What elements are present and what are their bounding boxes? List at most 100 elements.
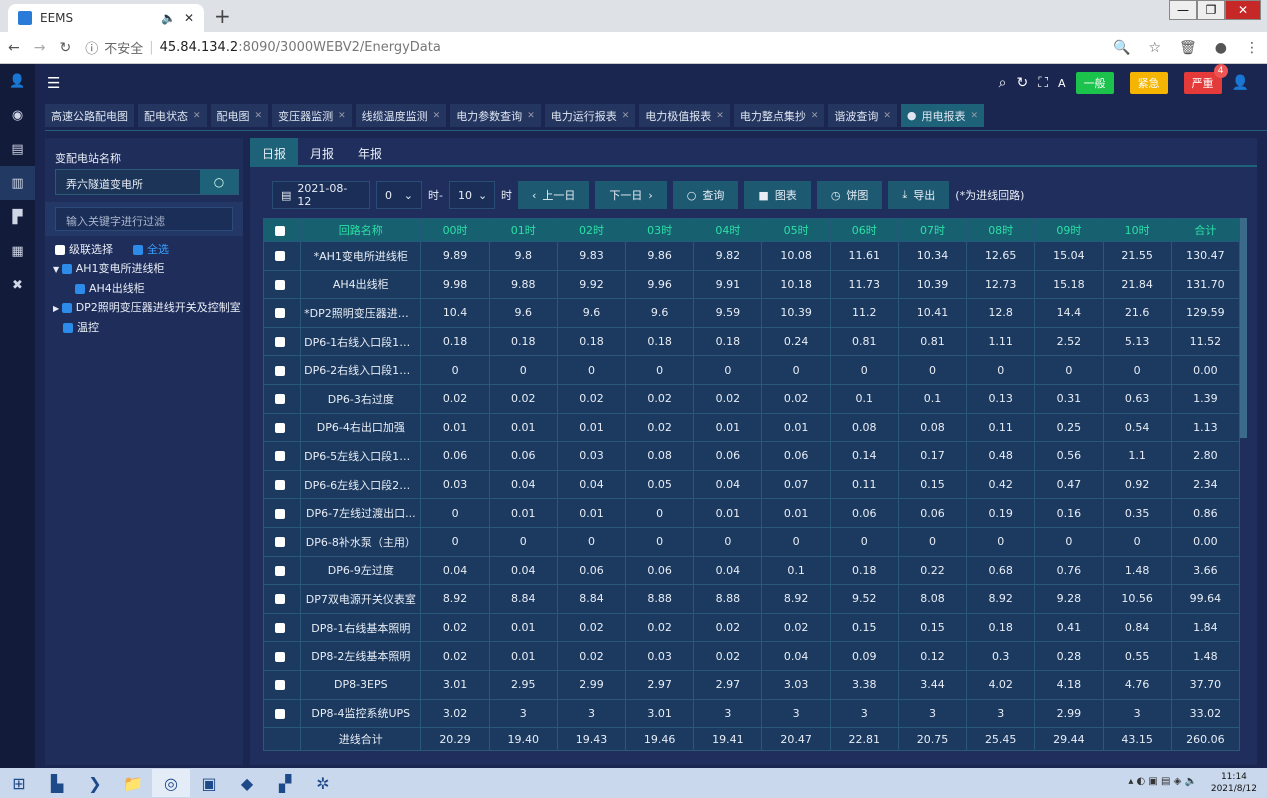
font-size-icon[interactable]: A (1058, 76, 1066, 90)
alarm-severe-button[interactable]: 严重 4 (1183, 64, 1228, 94)
row-checkbox[interactable] (262, 498, 302, 528)
table-row[interactable]: DP6-6左线入口段2加... 0.03 0.04 0.04 0.05 0.04 0.07 0… (262, 469, 1241, 500)
table-row[interactable]: DP6-2右线入口段1加... 0 0 0 0 0 0 0 0 0 0 0 0.00 (262, 355, 1241, 385)
row-checkbox[interactable] (262, 612, 302, 643)
page-tab[interactable]: 电力极值报表 ✕ (639, 104, 730, 127)
more-icon[interactable]: ⋮ (1245, 39, 1259, 56)
table-row[interactable]: DP6-3右过度 0.02 0.02 0.02 0.02 0.02 0.02 0.1 0.1 0.… (262, 383, 1241, 414)
close-tab-icon[interactable]: ✕ (716, 110, 724, 121)
fullscreen-icon[interactable]: ⛶ (1038, 75, 1049, 91)
row-checkbox[interactable] (262, 241, 302, 271)
chrome-icon[interactable]: ◎ (152, 769, 190, 797)
row-checkbox[interactable] (262, 355, 302, 385)
alarm-normal-button[interactable]: 一般 (1075, 72, 1114, 94)
globe-icon[interactable]: ◉ (11, 107, 24, 123)
table-row[interactable]: AH4出线柜 9.98 9.88 9.92 9.96 9.91 10.18 11.73 10.3… (262, 269, 1241, 300)
query-button[interactable]: ○ 查询 (672, 181, 739, 209)
table-row[interactable]: DP6-9左过度 0.04 0.04 0.06 0.06 0.04 0.1 0.18 0.22 0… (262, 555, 1241, 586)
row-checkbox[interactable] (262, 641, 302, 671)
page-tab[interactable]: 电力参数查询 ✕ (450, 104, 541, 127)
station-select[interactable]: 弄六隧道变电所 ○ (55, 169, 239, 195)
hour-from-select[interactable]: 0 ⌄ (376, 181, 422, 209)
page-tab[interactable]: 线缆温度监测 ✕ (355, 104, 447, 127)
page-tab[interactable]: 高速公路配电图 (45, 104, 134, 127)
select-all-rows-checkbox[interactable] (262, 218, 302, 242)
row-checkbox[interactable] (262, 269, 302, 300)
row-checkbox[interactable] (262, 441, 302, 471)
close-tab-icon[interactable]: ✕ (810, 110, 819, 121)
row-checkbox[interactable] (262, 584, 302, 614)
page-tab[interactable]: 电力整点集抄 ✕ (733, 104, 825, 127)
close-window-button[interactable]: ✕ (1225, 0, 1261, 20)
table-row[interactable]: DP8-4监控系统UPS 3.02 3 3 3.01 3 3 3 3 3 2.99 3 33.02 (262, 698, 1241, 729)
tree-node[interactable]: ▼ AH1变电所进线柜 (53, 262, 165, 275)
alarm-urgent-button[interactable]: 紧急 (1129, 72, 1168, 94)
filter-input[interactable]: 输入关键字进行过滤 (55, 207, 233, 231)
table-row[interactable]: DP6-5左线入口段1加... 0.06 0.06 0.03 0.08 0.06 0.06 0… (262, 441, 1241, 471)
table-row[interactable]: DP6-1右线入口段1加... 0.18 0.18 0.18 0.18 0.18 0.24 0… (262, 326, 1241, 357)
reload-icon[interactable]: ↻ (59, 39, 72, 56)
server-manager-icon[interactable]: ▙ (50, 773, 64, 793)
page-tab[interactable]: 配电图 ✕ (210, 104, 269, 127)
row-checkbox[interactable] (262, 412, 302, 443)
tray-icons[interactable]: ▴ ◐ ▣ ▤ ◈ 🔈 (1128, 776, 1197, 787)
trash-icon[interactable]: 🗑 (1179, 39, 1197, 56)
tree-node[interactable]: 温控 (63, 318, 241, 337)
vs-icon[interactable]: ◆ (240, 773, 254, 793)
profile-icon[interactable]: ● (1214, 39, 1227, 56)
chart-icon[interactable]: ▥ (0, 166, 35, 200)
page-tab[interactable]: 变压器监测 ✕ (272, 104, 352, 127)
page-tab[interactable]: ● 用电报表 ✕ (900, 104, 985, 127)
explorer-icon[interactable]: 📁 (123, 773, 143, 793)
star-icon[interactable]: ☆ (1148, 39, 1161, 56)
close-tab-icon[interactable]: ✕ (432, 110, 441, 121)
table-row[interactable]: DP8-1右线基本照明 0.02 0.01 0.02 0.02 0.02 0.02 0.15 0… (262, 612, 1241, 643)
page-tab[interactable]: 谐波查询 ✕ (828, 104, 897, 127)
hour-to-select[interactable]: 10 ⌄ (448, 181, 495, 209)
tools-icon[interactable]: ✲ (316, 773, 330, 793)
user-icon[interactable]: 👤 (1231, 75, 1249, 91)
tab-monthly[interactable]: 月报 (310, 147, 335, 161)
menu-icon[interactable]: ☰ (47, 74, 61, 92)
terminal-icon[interactable]: ▞ (278, 773, 292, 793)
close-tab-icon[interactable]: ✕ (970, 110, 979, 121)
row-checkbox[interactable] (262, 298, 302, 328)
chart-button[interactable]: ■ 图表 (744, 181, 811, 209)
tab-yearly[interactable]: 年报 (358, 147, 383, 161)
next-day-button[interactable]: 下一日 › (595, 181, 667, 209)
close-tab-icon[interactable]: ✕ (621, 110, 630, 121)
monitor-icon[interactable]: ▛ (12, 209, 23, 225)
table-row[interactable]: DP6-7左线过渡出口... 0 0.01 0.01 0 0.01 0.01 0.06 0.06… (262, 498, 1241, 528)
close-tab-icon[interactable]: ✕ (527, 110, 535, 121)
table-row[interactable]: DP7双电源开关仪表室 8.92 8.84 8.84 8.88 8.88 8.92 9.52 8… (262, 584, 1241, 614)
app-icon[interactable]: ▣ (201, 773, 217, 793)
row-checkbox[interactable] (262, 326, 302, 357)
row-checkbox[interactable] (262, 383, 302, 414)
row-checkbox[interactable] (262, 698, 302, 729)
row-checkbox[interactable] (262, 526, 302, 557)
audio-icon[interactable]: 🔈 (160, 11, 176, 25)
expand-icon[interactable]: ▶ (53, 304, 62, 313)
table-row[interactable]: DP8-3EPS 3.01 2.95 2.99 2.97 2.97 3.03 3.38 3.44… (262, 669, 1241, 700)
date-picker[interactable]: ▤ 2021-08-12 (272, 181, 370, 209)
avatar[interactable]: 👤 (9, 73, 26, 89)
close-tab-icon[interactable]: ✕ (338, 110, 346, 121)
scrollbar[interactable] (1240, 218, 1247, 438)
row-checkbox[interactable] (262, 469, 302, 500)
page-tab[interactable]: 配电状态 ✕ (138, 104, 207, 127)
zoom-icon[interactable]: 🔍 (1113, 39, 1131, 56)
search-icon[interactable]: ⌕ (998, 75, 1007, 91)
table-row[interactable]: DP8-2左线基本照明 0.02 0.01 0.02 0.03 0.02 0.04 0.09 0… (262, 641, 1241, 671)
restore-button[interactable]: ❐ (1197, 0, 1225, 20)
table-row[interactable]: DP6-8补水泵（主用） 0 0 0 0 0 0 0 0 0 0 0 0.00 (262, 526, 1241, 557)
tree-node[interactable]: AH4出线柜 (75, 279, 241, 298)
close-tab-icon[interactable]: ✕ (254, 110, 263, 121)
document-icon[interactable]: ▦ (11, 243, 24, 259)
expand-icon[interactable]: ▼ (53, 265, 62, 274)
row-checkbox[interactable] (262, 669, 302, 700)
table-row[interactable]: *AH1变电所进线柜 9.89 9.8 9.83 9.86 9.82 10.08 11.61 1… (262, 241, 1241, 271)
row-checkbox[interactable] (262, 555, 302, 586)
select-all-checkbox[interactable] (133, 245, 143, 255)
tree-node[interactable]: ▶ DP2照明变压器进线开关及控制室 (53, 301, 241, 314)
close-tab-icon[interactable]: ✕ (883, 110, 891, 121)
